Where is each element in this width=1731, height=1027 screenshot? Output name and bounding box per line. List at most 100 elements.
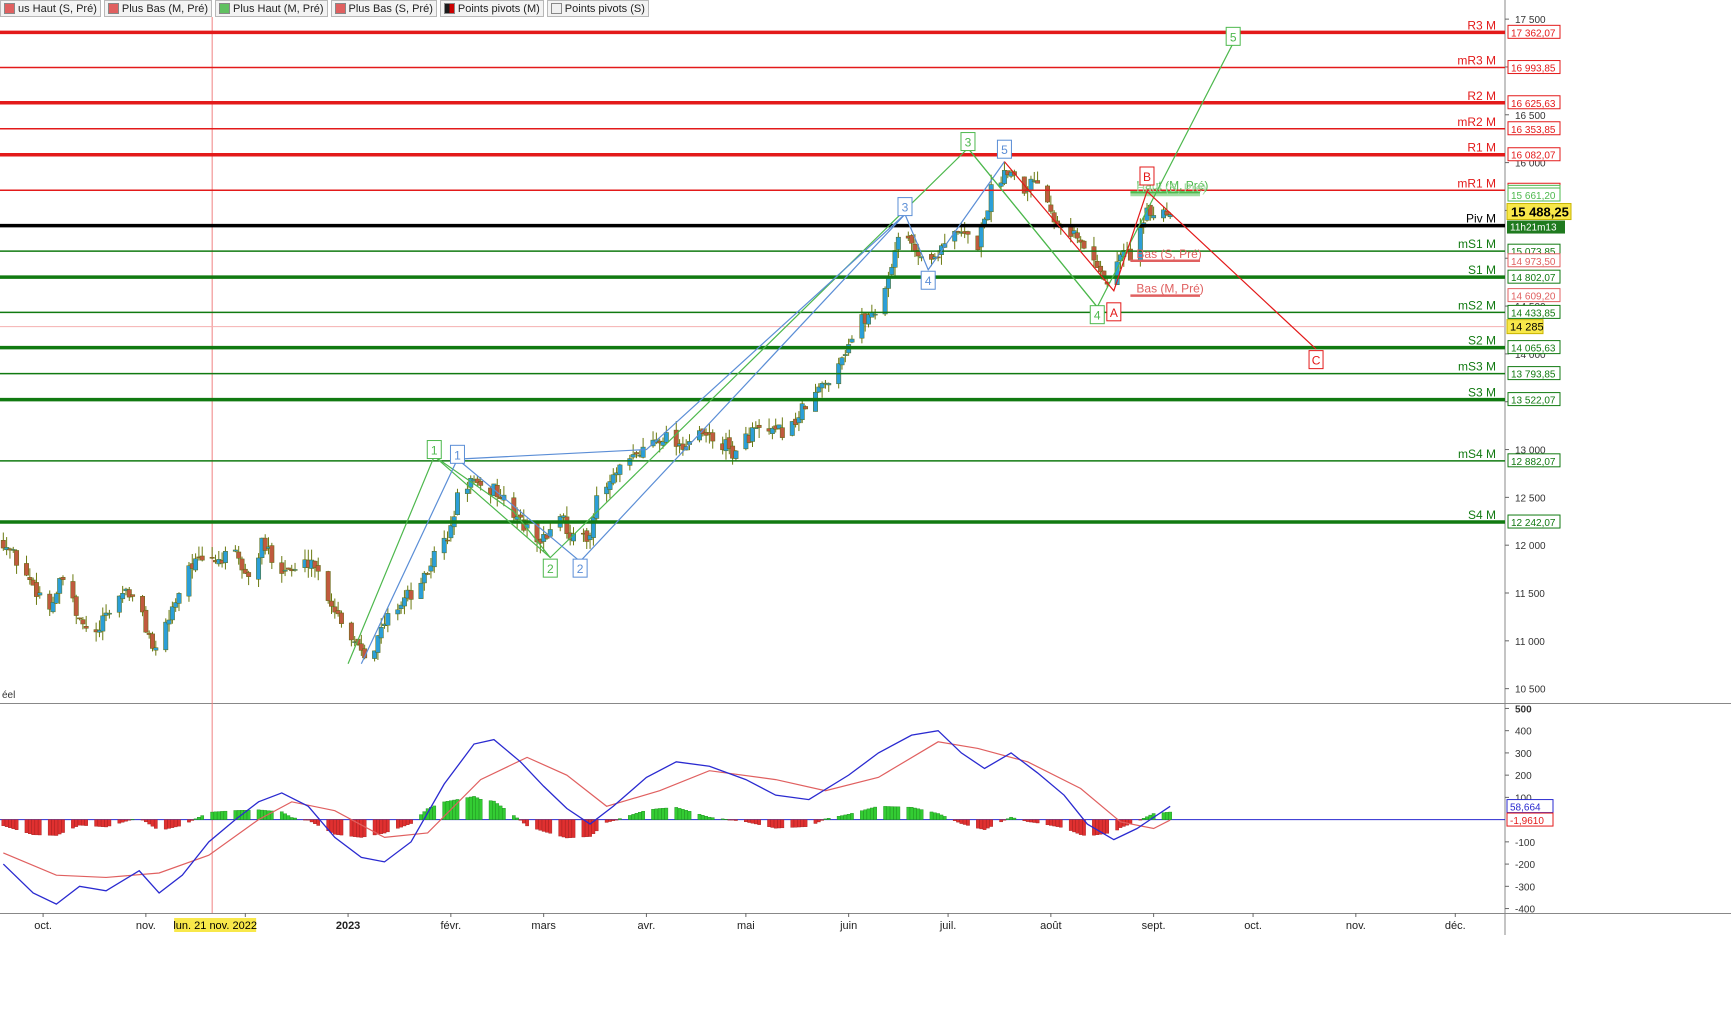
legend-swatch [107, 3, 119, 14]
wave-marker-box[interactable] [542, 558, 558, 578]
histogram-bar [846, 814, 851, 820]
histogram-bar [641, 810, 645, 820]
wave-marker-box[interactable] [1225, 26, 1241, 46]
legend-item[interactable]: Plus Bas (S, Pré) [330, 0, 437, 17]
histogram-bar [939, 814, 944, 820]
histogram-bar [333, 819, 337, 835]
wave-marker-box[interactable] [572, 558, 588, 578]
wave-marker-box[interactable] [996, 139, 1012, 159]
legend-label: Points pivots (M) [457, 2, 540, 15]
candle-body [733, 450, 739, 459]
candle-body [10, 549, 16, 551]
price-tick-label: 12 000 [1515, 541, 1546, 552]
wave-marker-box[interactable] [1106, 302, 1122, 322]
candle-body [186, 565, 192, 597]
wave-marker-box[interactable] [1089, 305, 1105, 325]
histogram-bar [515, 817, 519, 820]
legend-item[interactable]: Points pivots (S) [546, 0, 649, 17]
histogram-bar [130, 819, 135, 821]
legend-swatch [219, 3, 231, 14]
timer-label: 11h21m13 [1510, 223, 1557, 234]
legend-item[interactable]: us Haut (S, Pré) [0, 0, 101, 17]
histogram-bar [727, 819, 732, 821]
wave-marker-box[interactable] [960, 132, 976, 152]
histogram-bar [952, 819, 957, 821]
candle-body [750, 427, 755, 442]
crosshair-date-label: lun. 21 nov. 2022 [173, 920, 257, 932]
histogram-bar [886, 806, 891, 820]
histogram-bar [966, 819, 970, 826]
wave-marker-box[interactable] [449, 444, 465, 464]
histogram-bar [800, 819, 805, 828]
legend-label: us Haut (S, Pré) [18, 2, 97, 15]
histogram-bar [488, 800, 493, 820]
osc-value-box [1506, 812, 1554, 827]
histogram-bar [399, 819, 403, 828]
candle-body [269, 545, 275, 563]
legend-item[interactable]: Plus Haut (M, Pré) [215, 0, 328, 17]
candle-body [594, 495, 600, 519]
histogram-bar [747, 819, 751, 823]
histogram-bar [61, 819, 65, 833]
pivot-level-name: R3 M [1467, 18, 1496, 32]
wave-marker-box[interactable] [426, 440, 442, 460]
legend-item[interactable]: Points pivots (M) [439, 0, 544, 17]
candle-body [428, 565, 434, 572]
histogram-bar [1115, 819, 1119, 831]
legend-label: Plus Haut (M, Pré) [233, 2, 324, 15]
pivot-value-label: 16 082,07 [1511, 151, 1556, 162]
wave-marker-box[interactable] [1139, 166, 1155, 186]
histogram-bar [362, 819, 367, 838]
legend-item[interactable]: Plus Bas (M, Pré) [103, 0, 213, 17]
histogram-bar [561, 819, 566, 838]
time-tick-label: août [1040, 920, 1061, 932]
candle-body [985, 210, 991, 221]
histogram-bar [929, 811, 934, 820]
current-price-label: 15 488,25 [1511, 205, 1569, 220]
candle-body [176, 593, 182, 604]
candle-body [789, 421, 795, 436]
wave-marker-box[interactable] [1308, 350, 1324, 370]
histogram-bar [512, 815, 516, 820]
histogram-bar [386, 819, 390, 833]
histogram-bar [349, 819, 354, 837]
candle-body [315, 565, 321, 572]
histogram-bar [306, 819, 311, 821]
candle-body [378, 627, 384, 639]
wave-marker-box[interactable] [920, 270, 936, 290]
histogram-bar [906, 806, 911, 820]
histogram-bar [1168, 811, 1172, 820]
wave-line [360, 161, 1005, 665]
wave-marker-box[interactable] [897, 197, 913, 217]
histogram-bar [395, 819, 400, 829]
pivot-value-box [1507, 24, 1561, 39]
histogram-bar [71, 819, 75, 829]
candle-body [889, 267, 895, 275]
histogram-bar [1055, 819, 1060, 827]
histogram-bar [419, 814, 423, 820]
candle-body [37, 592, 43, 596]
histogram-bar [661, 808, 665, 820]
wave-marker-label: 5 [1001, 143, 1008, 157]
pivot-level-name: mS2 M [1458, 298, 1496, 312]
histogram-bar [936, 813, 940, 820]
histogram-bar [14, 819, 19, 830]
histogram-bar [757, 819, 761, 825]
histogram-bar [982, 819, 987, 830]
candle-body [756, 424, 762, 428]
candle-body [143, 609, 149, 633]
histogram-bar [279, 811, 284, 820]
histogram-bar [803, 819, 808, 827]
wave-marker-label: 4 [1094, 309, 1101, 323]
candle-body [892, 250, 898, 268]
legend-label: Points pivots (S) [564, 2, 645, 15]
candle-body [431, 550, 437, 568]
candle-body [627, 458, 633, 466]
histogram-bar [455, 799, 460, 820]
pivot-value-box [1507, 392, 1561, 407]
pivot-value-label: 16 625,63 [1511, 99, 1556, 110]
histogram-bar [1095, 819, 1100, 835]
candle-body [1094, 260, 1100, 268]
histogram-bar [750, 819, 755, 824]
